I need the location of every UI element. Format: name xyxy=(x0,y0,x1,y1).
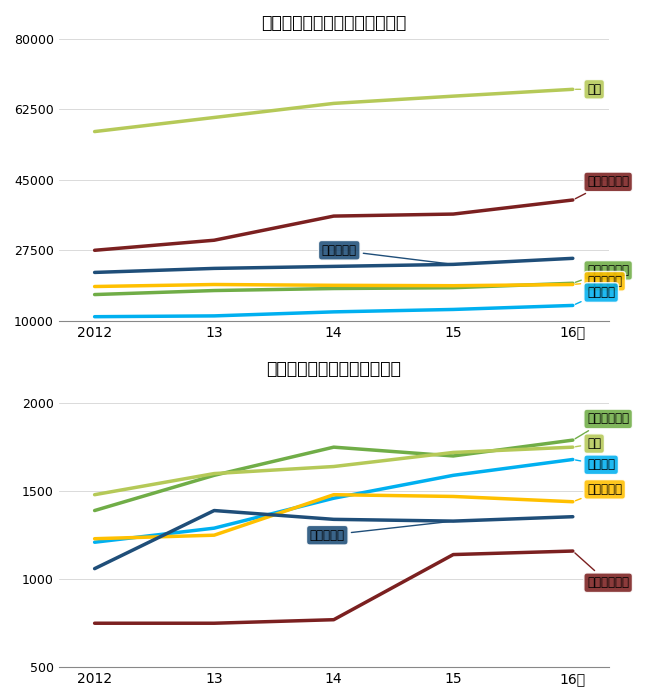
Title: 日系企業拠点数の推移（同）: 日系企業拠点数の推移（同） xyxy=(266,360,401,379)
Text: シンガポール: シンガポール xyxy=(575,176,629,199)
Text: ベトナム: ベトナム xyxy=(575,286,615,304)
Text: マレーシア: マレーシア xyxy=(310,522,450,542)
Text: タイ: タイ xyxy=(575,83,601,96)
Text: シンガポール: シンガポール xyxy=(575,553,629,589)
Text: インドネシア: インドネシア xyxy=(575,264,629,282)
Text: フィリピン: フィリピン xyxy=(575,483,622,500)
Text: インドネシア: インドネシア xyxy=(575,412,629,439)
Text: マレーシア: マレーシア xyxy=(322,244,450,264)
Text: フィリピン: フィリピン xyxy=(575,275,622,288)
Title: 在留邦人数の推移（過去５年）: 在留邦人数の推移（過去５年） xyxy=(261,14,406,32)
Text: ベトナム: ベトナム xyxy=(575,458,615,471)
Text: タイ: タイ xyxy=(575,437,601,450)
